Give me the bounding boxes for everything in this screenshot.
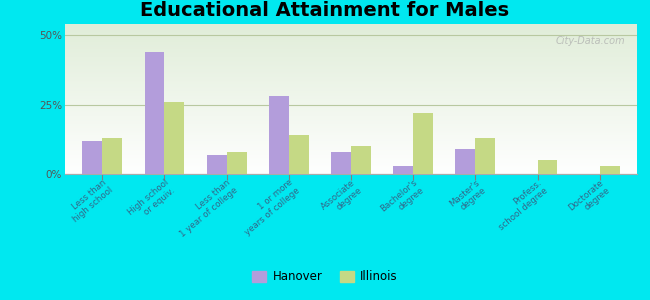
Bar — [144, 52, 164, 174]
Bar — [289, 135, 309, 174]
Bar — [227, 152, 246, 174]
Bar — [351, 146, 371, 174]
Text: Less than
high school: Less than high school — [64, 178, 115, 224]
Bar — [269, 96, 289, 174]
Text: Educational Attainment for Males: Educational Attainment for Males — [140, 2, 510, 20]
Text: City-Data.com: City-Data.com — [556, 36, 625, 46]
Text: Less than
1 year of college: Less than 1 year of college — [171, 178, 239, 239]
Bar — [600, 166, 619, 174]
Text: Associate
degree: Associate degree — [319, 178, 363, 219]
Text: Profess.
school degree: Profess. school degree — [491, 178, 550, 232]
Bar — [164, 102, 185, 174]
Bar — [393, 166, 413, 174]
Text: 1 or more
years of college: 1 or more years of college — [236, 178, 302, 237]
Text: High school
or equiv.: High school or equiv. — [126, 178, 177, 225]
Bar — [475, 138, 495, 174]
Text: Doctorate
degree: Doctorate degree — [567, 178, 612, 220]
Bar — [331, 152, 351, 174]
Bar — [456, 149, 475, 174]
Legend: Hanover, Illinois: Hanover, Illinois — [248, 266, 402, 288]
Bar — [413, 113, 433, 174]
Bar — [102, 138, 122, 174]
Text: Bachelor's
degree: Bachelor's degree — [379, 178, 426, 222]
Bar — [83, 141, 102, 174]
Bar — [538, 160, 558, 174]
Text: Master's
degree: Master's degree — [447, 178, 488, 216]
Bar — [207, 154, 227, 174]
